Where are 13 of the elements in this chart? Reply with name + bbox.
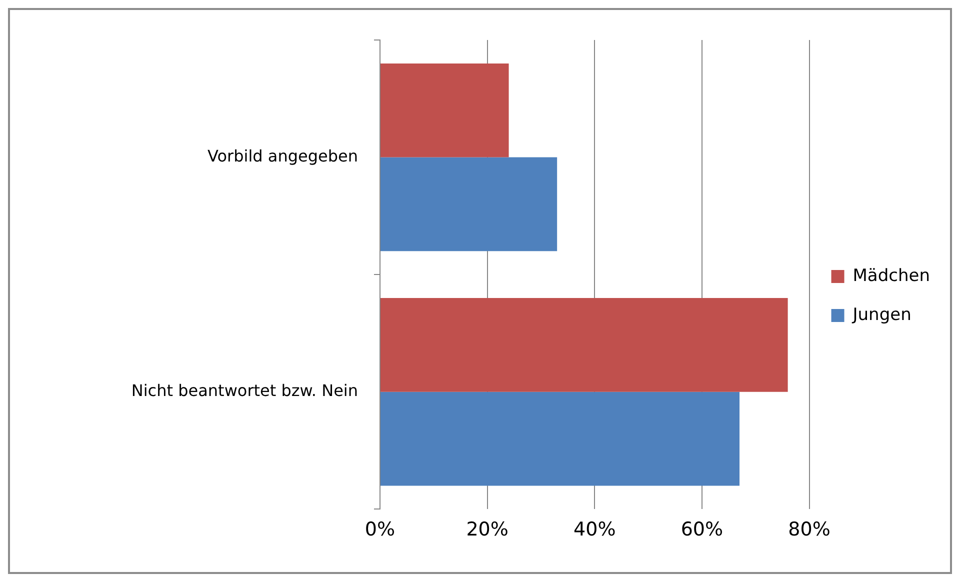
x-tick-label: 80% <box>788 518 830 541</box>
x-tick-label: 40% <box>574 518 616 541</box>
legend-label: Jungen <box>852 304 912 325</box>
bar <box>380 392 740 486</box>
y-tick-label: Nicht beantwortet bzw. Nein <box>131 381 358 400</box>
x-tick-label: 60% <box>680 518 724 541</box>
x-tick-label: 20% <box>466 518 508 541</box>
bar <box>380 157 558 252</box>
legend-label: Mädchen <box>852 266 930 286</box>
bar <box>380 298 788 392</box>
y-tick-label: Vorbild angegeben <box>208 146 358 166</box>
bar <box>380 63 509 158</box>
x-tick-label: 0% <box>364 518 396 541</box>
